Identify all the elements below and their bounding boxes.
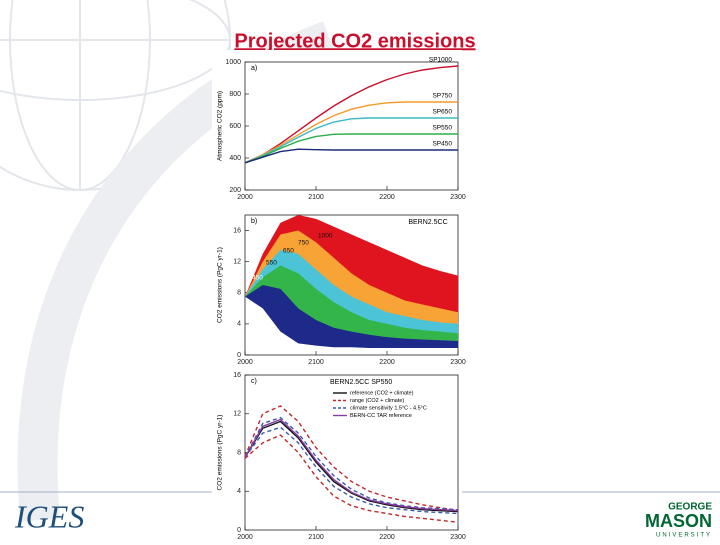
y-tick-label: 600 (229, 123, 241, 130)
y-tick-label: 12 (233, 411, 241, 418)
series-line (244, 117, 458, 164)
series-line-low (244, 426, 459, 515)
y-tick-label: 400 (229, 155, 241, 162)
x-tick-label: 2100 (308, 534, 324, 540)
range-label: 550 (266, 260, 277, 267)
x-tick-label: 2100 (308, 194, 324, 201)
panel-subtitle: BERN2.5CC (408, 219, 447, 226)
logo-right-top: GEORGE (668, 502, 712, 513)
logo-right-bottom: UNIVERSITY (656, 533, 712, 539)
series-label: SP550 (432, 125, 452, 132)
x-tick-label: 2200 (379, 534, 395, 540)
y-tick-label: 12 (233, 259, 241, 266)
y-tick-label: 16 (233, 227, 241, 234)
y-tick-label: 8 (237, 290, 241, 297)
series-line (244, 148, 458, 164)
range-label: 650 (283, 248, 294, 255)
series-line (244, 416, 459, 511)
x-tick-label: 2200 (379, 194, 395, 201)
logo-right-main: MASON (645, 511, 712, 531)
series-line (244, 418, 459, 512)
y-tick-label: 4 (237, 488, 241, 495)
x-tick-label: 2000 (237, 359, 253, 366)
y-tick-label: 0 (237, 527, 241, 534)
x-tick-label: 2100 (308, 359, 324, 366)
y-tick-label: 200 (229, 187, 241, 194)
x-tick-label: 2000 (237, 194, 253, 201)
panel-subtitle: BERN2.5CC SP550 (330, 379, 392, 386)
x-tick-label: 2200 (379, 359, 395, 366)
y-tick-label: 1000 (225, 59, 241, 66)
x-tick-label: 2000 (237, 534, 253, 540)
range-area (245, 285, 458, 348)
series-label: SP450 (432, 141, 452, 148)
slide-title: Projected CO2 emissions (234, 30, 475, 52)
series-label: SP650 (432, 109, 452, 116)
range-label: 1000 (318, 233, 333, 240)
series-line (244, 133, 458, 164)
series-label: SP750 (432, 93, 452, 100)
y-tick-label: 4 (237, 321, 241, 328)
x-tick-label: 2300 (450, 359, 466, 366)
panel-label: b) (251, 218, 257, 225)
series-line (244, 420, 459, 513)
legend-label: climate sensitivity 1.5°C - 4.5°C (350, 405, 427, 411)
range-label: 450 (252, 275, 263, 282)
x-tick-label: 2300 (450, 534, 466, 540)
y-axis-label: CO2 emissions (PgC yr-1) (217, 247, 224, 323)
y-tick-label: 800 (229, 91, 241, 98)
legend-label: reference (CO2 + climate) (350, 390, 414, 396)
logo-left: IGES (14, 498, 84, 534)
range-area (245, 250, 458, 341)
series-line (244, 405, 459, 512)
y-axis-label: Atmospheric CO2 (ppm) (217, 91, 224, 161)
y-tick-label: 0 (237, 352, 241, 359)
series-line (244, 101, 458, 164)
x-tick-label: 2300 (450, 194, 466, 201)
series-label: SP1000 (429, 57, 453, 64)
panel-label: a) (251, 65, 257, 72)
legend-label: BERN-CC TAR reference (350, 413, 412, 419)
y-axis-label: CO2 emissions (PgC yr-1) (217, 415, 224, 491)
panel-label: c) (251, 378, 257, 385)
series-line-low (244, 434, 459, 523)
y-tick-label: 8 (237, 449, 241, 456)
range-label: 750 (298, 240, 309, 247)
legend-label: range (CO2 + climate) (350, 398, 404, 404)
y-tick-label: 16 (233, 372, 241, 379)
series-line (244, 65, 459, 164)
